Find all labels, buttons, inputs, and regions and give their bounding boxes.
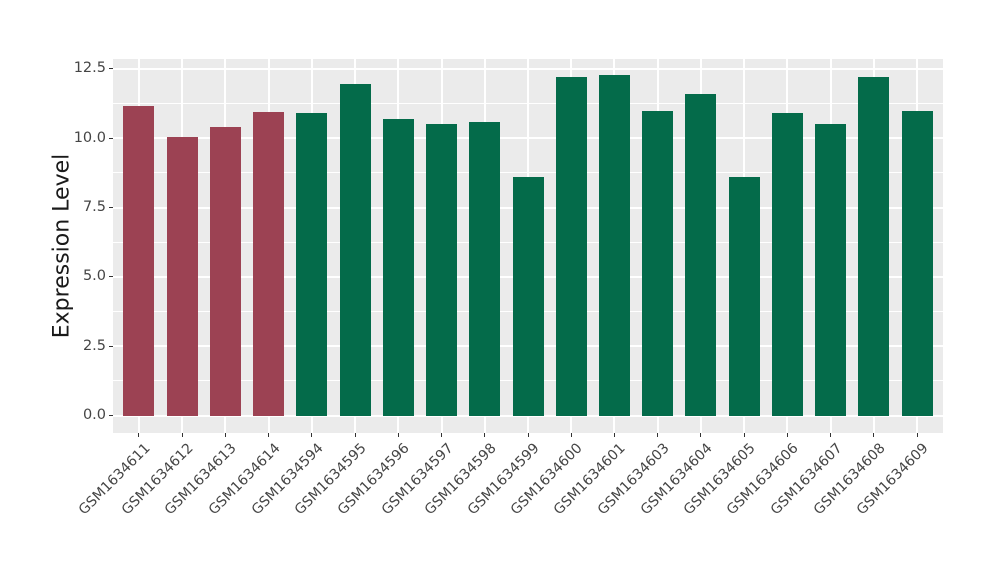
x-tick-mark <box>268 433 270 437</box>
bar <box>469 121 501 416</box>
y-tick-label: 12.5 <box>73 60 106 77</box>
y-tick-mark <box>109 345 113 347</box>
bar <box>426 124 458 416</box>
bar <box>901 110 933 416</box>
bar <box>642 110 674 416</box>
x-tick-mark <box>700 433 702 437</box>
x-tick-mark <box>743 433 745 437</box>
x-tick-mark <box>786 433 788 437</box>
x-tick-mark <box>397 433 399 437</box>
y-tick-label: 7.5 <box>82 199 106 216</box>
bar <box>253 111 285 416</box>
x-tick-mark <box>311 433 313 437</box>
x-tick-mark <box>657 433 659 437</box>
y-tick-label: 2.5 <box>82 337 106 354</box>
chart-panel <box>113 59 943 433</box>
x-tick-mark <box>484 433 486 437</box>
bar <box>512 177 544 416</box>
bar <box>123 106 155 416</box>
y-tick-label: 5.0 <box>82 268 106 285</box>
x-tick-mark <box>873 433 875 437</box>
x-tick-mark <box>916 433 918 437</box>
bar <box>858 77 890 416</box>
y-axis-title: Expression Level <box>49 153 75 339</box>
bar <box>555 77 587 416</box>
x-tick-mark <box>830 433 832 437</box>
x-tick-label: GSM1634611 <box>75 440 154 519</box>
bar <box>728 177 760 416</box>
y-tick-label: 0.0 <box>82 407 106 424</box>
x-tick-mark <box>613 433 615 437</box>
bar <box>339 84 371 416</box>
bar <box>771 113 803 416</box>
x-tick-mark <box>527 433 529 437</box>
bar <box>166 136 198 416</box>
x-tick-mark <box>138 433 140 437</box>
x-tick-mark <box>441 433 443 437</box>
x-tick-mark <box>570 433 572 437</box>
bar <box>685 93 717 416</box>
bar <box>296 113 328 416</box>
x-tick-mark <box>224 433 226 437</box>
y-tick-mark <box>109 68 113 70</box>
x-tick-mark <box>181 433 183 437</box>
y-tick-label: 10.0 <box>73 129 106 146</box>
y-tick-mark <box>109 207 113 209</box>
bar <box>382 118 414 416</box>
x-tick-mark <box>354 433 356 437</box>
bar <box>815 124 847 416</box>
bar <box>209 127 241 416</box>
y-tick-mark <box>109 137 113 139</box>
y-tick-mark <box>109 276 113 278</box>
y-tick-mark <box>109 415 113 417</box>
bar <box>598 74 630 416</box>
